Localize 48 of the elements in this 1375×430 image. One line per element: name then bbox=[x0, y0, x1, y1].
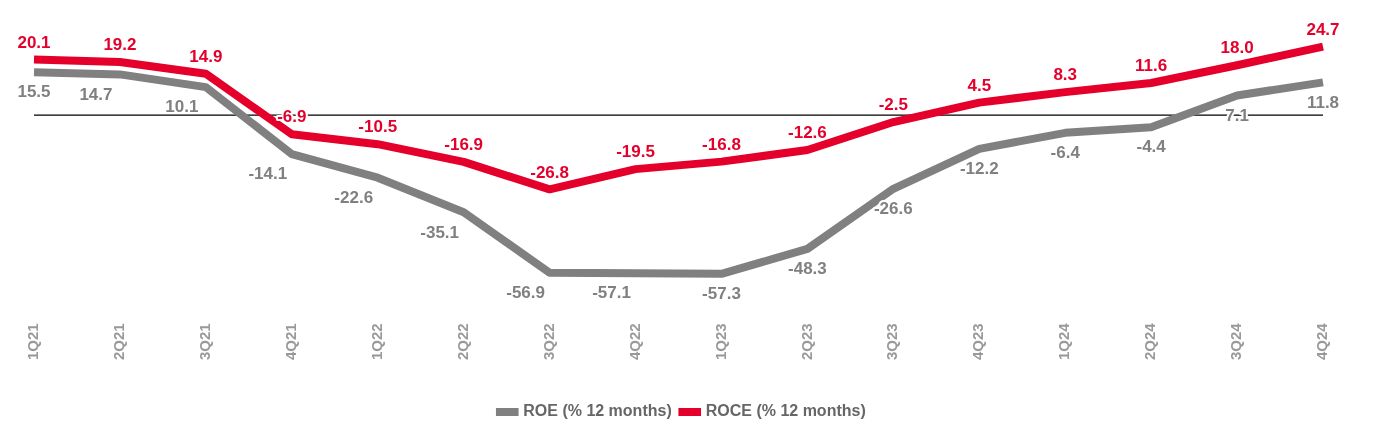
data-label: 24.7 bbox=[1306, 19, 1340, 39]
data-label: -56.9 bbox=[506, 282, 545, 302]
data-label: 18.0 bbox=[1220, 38, 1254, 58]
x-tick-label: 2Q21 bbox=[110, 323, 128, 361]
data-label: -19.5 bbox=[616, 142, 655, 162]
data-label: 11.8 bbox=[1306, 92, 1340, 112]
data-label: -14.1 bbox=[248, 164, 288, 184]
data-label: 4.5 bbox=[967, 75, 992, 95]
data-label: -12.2 bbox=[959, 159, 999, 179]
x-tick-label: 1Q24 bbox=[1055, 322, 1073, 361]
x-tick-label: 2Q24 bbox=[1141, 322, 1159, 361]
data-label: 10.1 bbox=[165, 97, 199, 117]
legend-label: ROE (% 12 months) bbox=[523, 402, 672, 420]
data-label: -26.6 bbox=[873, 198, 913, 218]
data-label: -57.3 bbox=[702, 284, 741, 304]
data-label: -26.8 bbox=[530, 162, 569, 182]
data-label: -16.9 bbox=[444, 135, 484, 155]
data-label: -10.5 bbox=[358, 117, 398, 137]
data-label: 19.2 bbox=[103, 35, 137, 55]
data-label: 20.1 bbox=[17, 32, 51, 52]
data-label: -35.1 bbox=[420, 222, 460, 242]
data-label: 15.5 bbox=[17, 82, 51, 102]
legend-label: ROCE (% 12 months) bbox=[705, 402, 866, 420]
data-label: -6.4 bbox=[1050, 143, 1081, 163]
x-tick-label: 3Q23 bbox=[883, 323, 901, 361]
data-label: -4.4 bbox=[1136, 137, 1167, 157]
data-label: 14.9 bbox=[189, 47, 223, 67]
data-label: -2.5 bbox=[878, 95, 908, 115]
data-label: 11.6 bbox=[1135, 56, 1168, 76]
x-tick-label: 1Q21 bbox=[24, 323, 42, 361]
data-label: -16.8 bbox=[702, 134, 741, 154]
x-tick-label: 3Q22 bbox=[539, 323, 557, 361]
x-tick-label: 4Q24 bbox=[1313, 322, 1331, 361]
x-tick-label: 4Q21 bbox=[281, 323, 299, 361]
data-label: -57.1 bbox=[592, 283, 631, 303]
data-label: 14.7 bbox=[79, 84, 113, 104]
x-tick-label: 2Q23 bbox=[797, 323, 815, 361]
x-tick-label: 3Q21 bbox=[196, 323, 214, 361]
x-tick-label: 1Q23 bbox=[711, 323, 729, 361]
x-tick-label: 2Q22 bbox=[453, 323, 471, 361]
x-tick-label: 1Q22 bbox=[367, 323, 385, 361]
data-label: -22.6 bbox=[334, 187, 374, 207]
data-label: 8.3 bbox=[1053, 65, 1078, 85]
x-tick-label: 3Q24 bbox=[1227, 322, 1245, 361]
data-label: -48.3 bbox=[788, 259, 827, 279]
data-label: -12.6 bbox=[788, 123, 827, 143]
x-tick-label: 4Q23 bbox=[969, 323, 987, 361]
x-tick-label: 4Q22 bbox=[625, 323, 643, 361]
